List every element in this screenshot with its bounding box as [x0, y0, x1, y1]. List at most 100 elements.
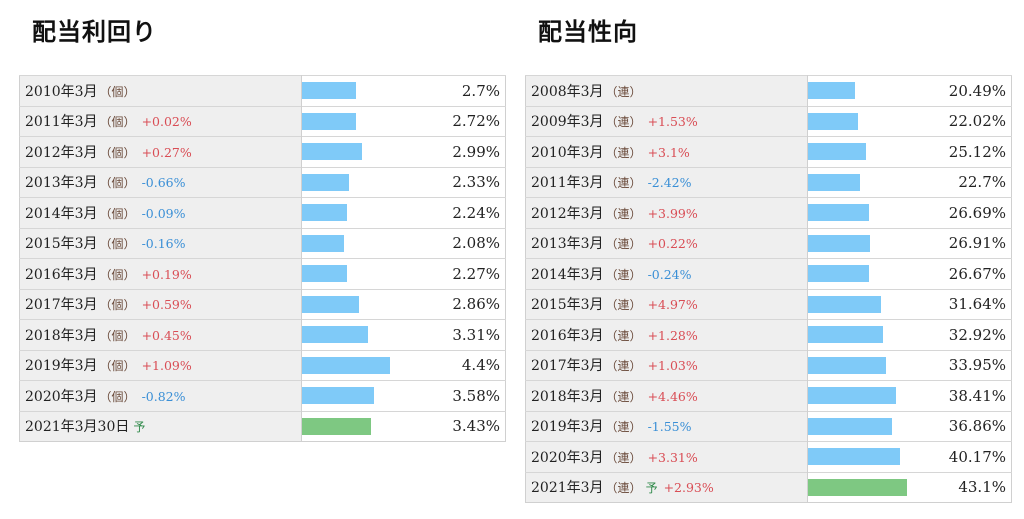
value-cell: 25.12%	[918, 136, 1012, 167]
period-label: 2008年3月	[531, 83, 604, 100]
period-cell: 2011年3月 （連） -2.42%	[525, 166, 808, 198]
period-cell: 2012年3月 （連） +3.99%	[525, 197, 808, 228]
value-cell: 22.02%	[918, 105, 1012, 137]
period-cell: 2015年3月 （個） -0.16%	[19, 227, 302, 259]
value-cell: 36.86%	[918, 410, 1012, 442]
period-cell: 2014年3月 （連） -0.24%	[525, 258, 808, 289]
change-value: +0.02%	[141, 114, 192, 130]
table-row: 2021年3月 （連）予 +2.93% 43.1%	[525, 471, 1012, 503]
basis-tag: （個）	[99, 298, 136, 313]
change-value: -2.42%	[647, 175, 692, 191]
change-value: +0.27%	[141, 144, 192, 160]
change-value: +0.59%	[141, 297, 192, 313]
bar-cell	[807, 288, 918, 320]
change-value: -0.09%	[141, 205, 186, 221]
basis-tag: （個）	[99, 145, 136, 160]
period-label: 2009年3月	[531, 114, 604, 131]
table-row: 2013年3月 （個） -0.66% 2.33%	[19, 166, 506, 198]
table-row: 2012年3月 （連） +3.99% 26.69%	[525, 197, 1012, 228]
change-value: -0.66%	[141, 175, 186, 191]
value-bar	[808, 417, 892, 435]
value-bar	[302, 356, 390, 374]
change-value: +1.53%	[647, 114, 698, 130]
bar-cell	[807, 166, 918, 198]
basis-tag: （個）	[99, 206, 136, 221]
change-value: +4.97%	[647, 297, 698, 313]
change-value: -0.82%	[141, 388, 186, 404]
bar-cell	[301, 166, 412, 198]
period-label: 2011年3月	[25, 114, 98, 131]
period-cell: 2021年3月30日予	[19, 410, 302, 442]
value-cell: 20.49%	[918, 75, 1012, 106]
period-cell: 2020年3月 （連） +3.31%	[525, 441, 808, 472]
bar-cell	[807, 75, 918, 106]
period-cell: 2011年3月 （個） +0.02%	[19, 105, 302, 137]
value-cell: 2.33%	[412, 166, 506, 198]
table-row: 2021年3月30日予 3.43%	[19, 410, 506, 442]
value-cell: 2.08%	[412, 227, 506, 259]
period-cell: 2016年3月 （個） +0.19%	[19, 258, 302, 289]
value-cell: 2.7%	[412, 75, 506, 106]
change-value: +4.46%	[647, 388, 698, 404]
forecast-badge: 予	[133, 420, 146, 435]
period-label: 2015年3月	[531, 297, 604, 314]
value-cell: 32.92%	[918, 319, 1012, 350]
bar-cell	[807, 105, 918, 137]
value-cell: 3.31%	[412, 319, 506, 350]
period-label: 2016年3月	[25, 266, 98, 283]
basis-tag: （連）	[605, 328, 642, 343]
bar-cell	[807, 380, 918, 411]
value-cell: 4.4%	[412, 349, 506, 381]
table-row: 2016年3月 （連） +1.28% 32.92%	[525, 319, 1012, 350]
period-label: 2019年3月	[531, 419, 604, 436]
period-cell: 2008年3月 （連）	[525, 75, 808, 106]
value-cell: 3.43%	[412, 410, 506, 442]
value-bar	[808, 387, 896, 405]
bar-cell	[301, 258, 412, 289]
value-bar	[808, 295, 881, 313]
table-row: 2018年3月 （個） +0.45% 3.31%	[19, 319, 506, 350]
period-cell: 2013年3月 （連） +0.22%	[525, 227, 808, 259]
value-bar	[808, 112, 858, 130]
table-row: 2010年3月 （連） +3.1% 25.12%	[525, 136, 1012, 167]
value-cell: 22.7%	[918, 166, 1012, 198]
basis-tag: （連）	[605, 176, 642, 191]
bar-cell	[807, 471, 918, 503]
change-value: +3.99%	[647, 205, 698, 221]
table-row: 2020年3月 （個） -0.82% 3.58%	[19, 380, 506, 411]
basis-tag: （個）	[99, 237, 136, 252]
change-value: +2.93%	[663, 480, 714, 496]
table-row: 2016年3月 （個） +0.19% 2.27%	[19, 258, 506, 289]
change-value: -0.16%	[141, 236, 186, 252]
period-cell: 2020年3月 （個） -0.82%	[19, 380, 302, 411]
basis-tag: （連）	[605, 237, 642, 252]
value-cell: 2.86%	[412, 288, 506, 320]
basis-tag: （個）	[99, 176, 136, 191]
bar-cell	[301, 349, 412, 381]
value-cell: 2.72%	[412, 105, 506, 137]
period-cell: 2014年3月 （個） -0.09%	[19, 197, 302, 228]
period-label: 2020年3月	[531, 449, 604, 466]
change-value: +1.28%	[647, 327, 698, 343]
value-bar	[302, 82, 356, 100]
dividend-yield-table: 2010年3月 （個） 2.7% 2011年3月 （個） +0.02% 2.72% 2012年…	[19, 75, 506, 442]
basis-tag: （連）	[605, 298, 642, 313]
bar-cell	[301, 75, 412, 106]
basis-tag: （連）	[605, 115, 642, 130]
table-row: 2011年3月 （個） +0.02% 2.72%	[19, 105, 506, 137]
bar-cell	[301, 319, 412, 350]
value-bar	[808, 173, 860, 191]
bar-cell	[807, 349, 918, 381]
period-label: 2019年3月	[25, 358, 98, 375]
period-cell: 2017年3月 （個） +0.59%	[19, 288, 302, 320]
basis-tag: （個）	[99, 267, 136, 282]
value-bar	[302, 326, 368, 344]
change-value: +0.45%	[141, 327, 192, 343]
value-cell: 2.24%	[412, 197, 506, 228]
period-cell: 2012年3月 （個） +0.27%	[19, 136, 302, 167]
basis-tag: （連）	[605, 145, 642, 160]
value-bar	[808, 326, 883, 344]
basis-tag: （連）	[605, 481, 642, 496]
value-bar	[302, 204, 347, 222]
basis-tag: （連）	[605, 267, 642, 282]
